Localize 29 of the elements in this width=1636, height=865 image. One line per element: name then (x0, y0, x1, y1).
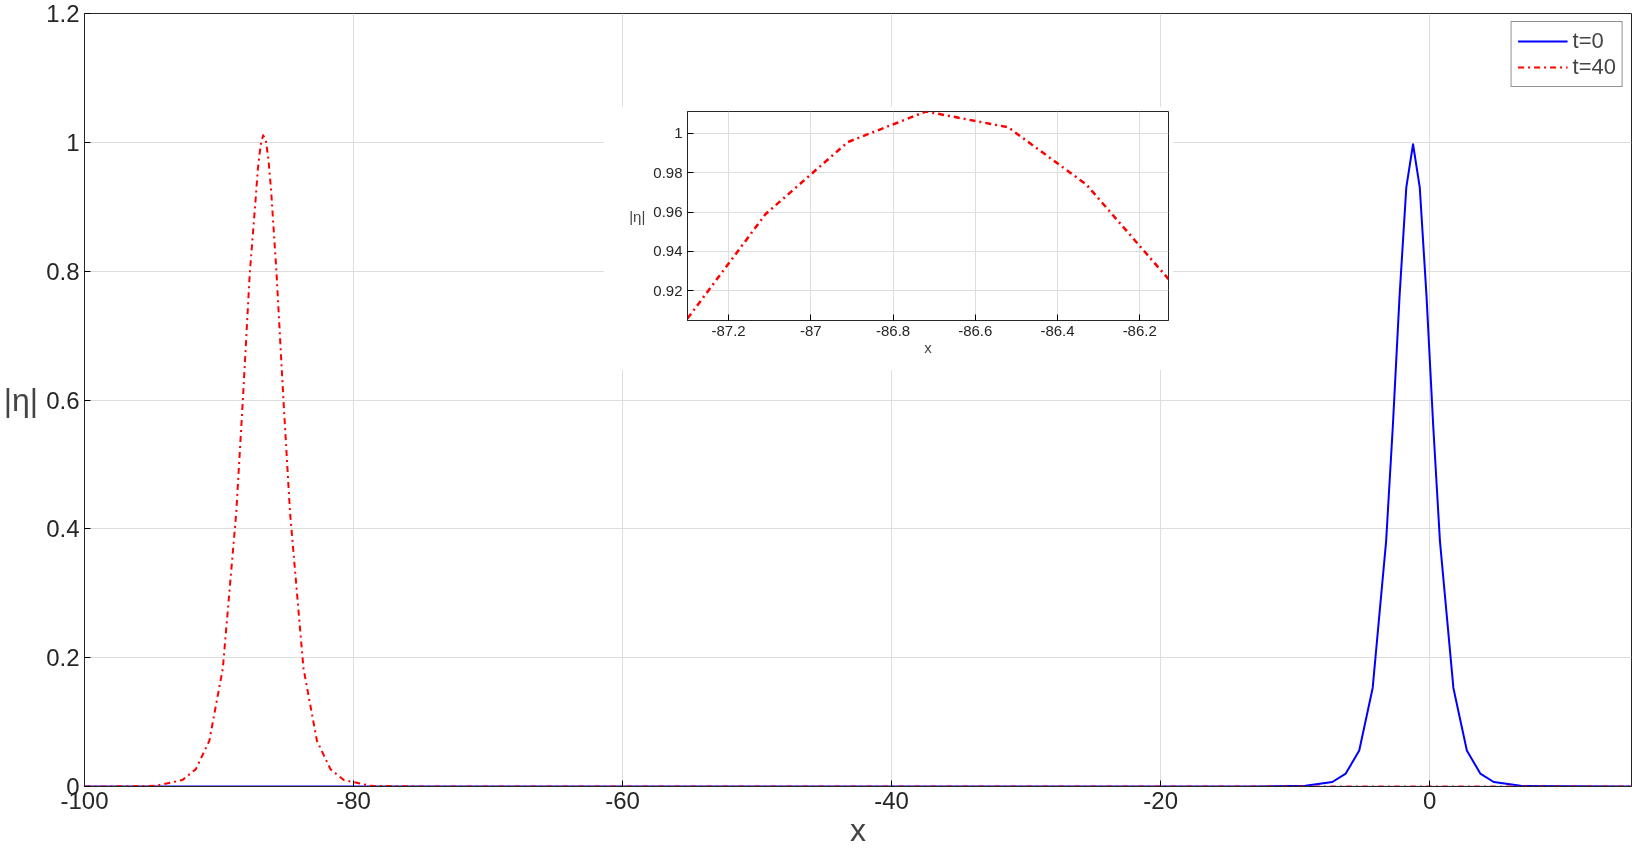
legend-label: t=40 (1572, 54, 1616, 80)
x-tick-label: -40 (874, 786, 909, 814)
x-tick-label: -60 (605, 786, 640, 814)
x-tick-label: 0 (1423, 786, 1437, 814)
y-tick-label: 0.98 (653, 163, 683, 181)
legend-label: t=0 (1572, 28, 1604, 54)
y-tick-label: 1.2 (46, 0, 80, 27)
line-series (687, 111, 1169, 320)
y-tick-label: 0.6 (46, 386, 80, 414)
x-tick-label: -86.4 (1040, 321, 1075, 339)
x-axis-title: x (924, 338, 933, 356)
y-axis-title: |η| (629, 207, 646, 225)
y-axis-title: |η| (3, 382, 39, 418)
y-tick-label: 0.96 (653, 203, 683, 221)
y-tick-label: 1 (66, 128, 80, 156)
y-tick-label: 1 (674, 124, 683, 142)
y-tick-label: 0.4 (46, 515, 80, 543)
x-tick-label: -86.6 (958, 321, 993, 339)
x-axis-title: x (850, 811, 866, 848)
y-tick-label: 0.94 (653, 242, 683, 260)
x-tick-label: -87.2 (711, 321, 746, 339)
x-tick-label: -87 (799, 321, 822, 339)
x-tick-label: -86.8 (875, 321, 911, 339)
y-tick-label: 0.2 (46, 644, 80, 672)
x-tick-label: -86.2 (1122, 321, 1157, 339)
x-tick-label: -20 (1143, 786, 1179, 814)
x-tick-label: -80 (336, 786, 371, 814)
y-tick-label: 0.92 (653, 281, 683, 299)
y-tick-label: 0.8 (46, 257, 80, 285)
